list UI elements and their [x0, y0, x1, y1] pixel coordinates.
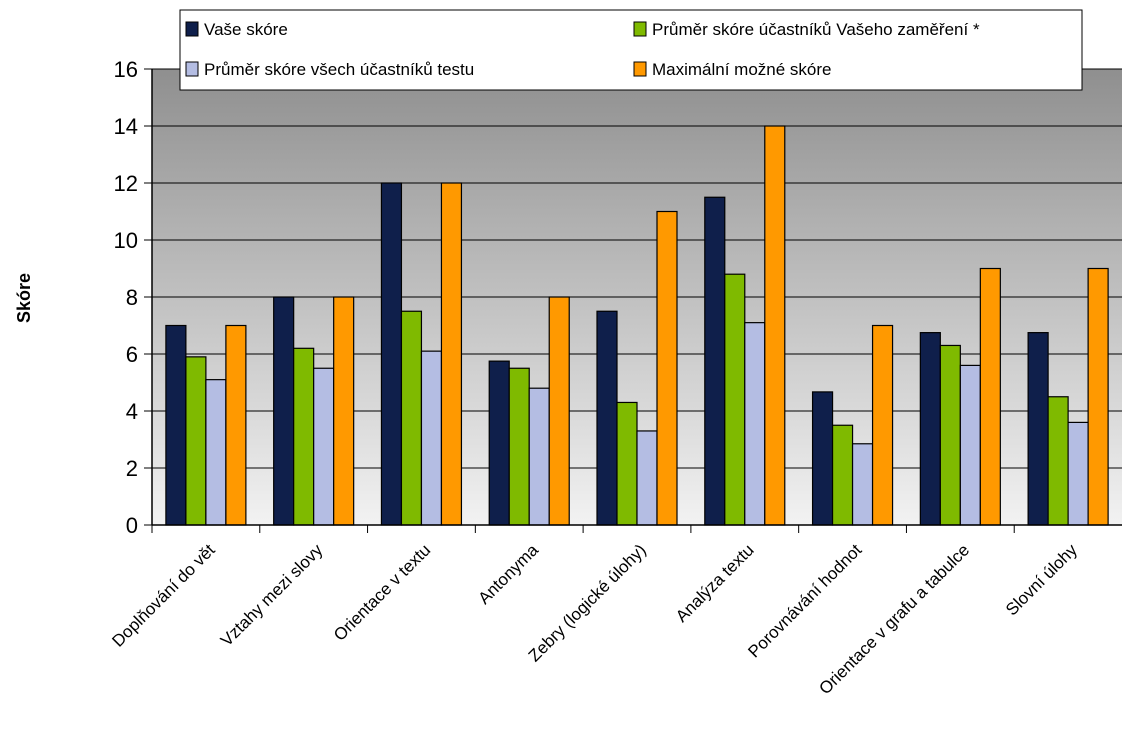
bar — [744, 322, 766, 526]
x-tick-label: Orientace v textu — [330, 540, 434, 644]
bar — [636, 430, 658, 526]
bar — [488, 360, 510, 526]
bar — [440, 182, 463, 526]
x-tick-label: Antonyma — [474, 540, 542, 608]
bar — [205, 379, 227, 526]
legend-swatch — [185, 61, 199, 77]
bar — [273, 296, 295, 526]
legend-label: Průměr skóre všech účastníků testu — [204, 60, 474, 79]
bar — [764, 125, 786, 526]
bar — [704, 196, 726, 526]
bar — [225, 324, 247, 526]
x-tick-label: Zebry (logické úlohy) — [525, 540, 650, 665]
legend-swatch — [185, 21, 199, 37]
bar — [724, 273, 746, 526]
x-tick-label: Doplňování do vět — [108, 540, 219, 651]
y-axis-label: Skóre — [14, 273, 34, 323]
y-tick-label: 0 — [126, 513, 138, 538]
y-tick-label: 16 — [114, 57, 138, 82]
bar — [1067, 421, 1089, 526]
x-tick-label: Porovnávání hodnot — [744, 540, 865, 661]
bar — [1047, 396, 1069, 526]
bar — [871, 324, 894, 526]
bar — [851, 443, 874, 526]
y-tick-label: 10 — [114, 228, 138, 253]
y-tick-label: 8 — [126, 285, 138, 310]
legend: Vaše skóre Průměr skóre účastníků Vašeho … — [179, 9, 1083, 91]
legend-label: Maximální možné skóre — [652, 60, 832, 79]
bar — [333, 296, 355, 526]
bar — [548, 296, 570, 526]
legend-box — [179, 9, 1083, 91]
y-tick-label: 12 — [114, 171, 138, 196]
y-tick-label: 14 — [114, 114, 138, 139]
bar — [293, 347, 315, 526]
bar — [380, 182, 403, 526]
x-tick-label: Analýza textu — [672, 540, 758, 626]
y-tick-label: 6 — [126, 342, 138, 367]
bar — [979, 267, 1001, 526]
x-tick-label: Slovní úlohy — [1002, 540, 1081, 619]
bar — [919, 332, 941, 526]
bar — [596, 310, 618, 526]
legend-label: Průměr skóre účastníků Vašeho zaměření * — [652, 20, 980, 39]
bar — [616, 401, 638, 526]
bar — [656, 210, 678, 526]
bar — [185, 356, 207, 526]
bar — [528, 387, 550, 526]
bar — [313, 367, 335, 526]
bar — [1027, 332, 1049, 526]
y-tick-label: 2 — [126, 456, 138, 481]
legend-label: Vaše skóre — [204, 20, 288, 39]
bar — [1087, 267, 1109, 526]
bar — [420, 350, 443, 526]
bar — [400, 310, 423, 526]
bar — [811, 391, 834, 526]
bar — [508, 367, 530, 526]
legend-swatch — [633, 61, 647, 77]
x-tick-label: Vztahy mezi slovy — [217, 540, 327, 650]
bar — [165, 324, 187, 526]
bar — [939, 344, 961, 526]
bar — [959, 364, 981, 526]
bar — [831, 424, 854, 526]
y-tick-label: 4 — [126, 399, 138, 424]
legend-swatch — [633, 21, 647, 37]
